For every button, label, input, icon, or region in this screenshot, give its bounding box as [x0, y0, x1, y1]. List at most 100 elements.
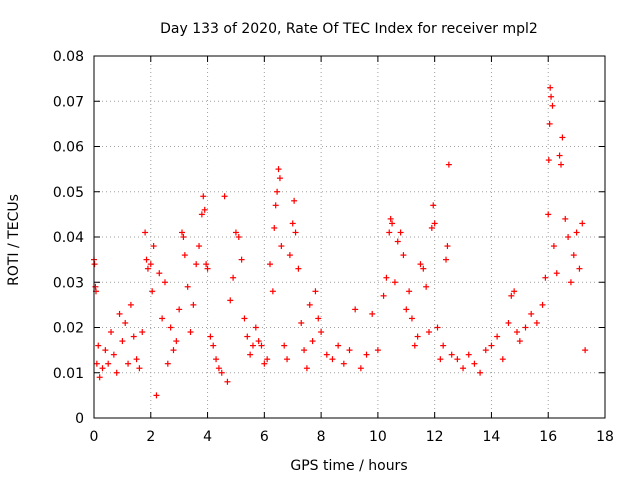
data-point — [434, 324, 441, 331]
data-point — [445, 161, 452, 168]
data-point — [159, 315, 166, 322]
data-point — [235, 234, 242, 240]
data-point — [511, 288, 518, 295]
data-point — [550, 243, 557, 250]
data-point — [149, 288, 156, 295]
data-point — [291, 197, 298, 204]
data-point — [406, 288, 413, 295]
data-point — [548, 93, 555, 100]
data-point — [323, 351, 330, 358]
data-point — [93, 360, 100, 367]
x-axis-label: GPS time / hours — [290, 458, 407, 474]
data-point — [545, 211, 552, 218]
x-tick-label: 6 — [260, 429, 269, 445]
data-point — [130, 333, 137, 340]
data-point — [428, 224, 435, 231]
data-point — [363, 351, 370, 358]
data-point — [278, 243, 285, 250]
data-point — [471, 360, 478, 367]
x-tick-label: 8 — [317, 429, 326, 445]
data-point — [352, 306, 359, 313]
data-point — [346, 347, 353, 354]
y-tick-label: 0.05 — [53, 185, 84, 201]
data-point — [272, 202, 279, 209]
data-point — [274, 188, 281, 195]
data-point — [136, 365, 143, 372]
data-point — [425, 329, 432, 336]
data-point — [224, 378, 231, 385]
data-point — [513, 329, 520, 336]
data-point — [562, 215, 569, 222]
data-point — [539, 301, 546, 308]
data-point — [238, 256, 245, 263]
y-tick-label: 0 — [75, 411, 84, 427]
x-tick-label: 10 — [369, 429, 387, 445]
data-point — [443, 256, 450, 263]
x-tick-label: 14 — [483, 429, 501, 445]
axis-ticks — [93, 55, 606, 419]
data-point — [570, 252, 577, 259]
data-point — [201, 206, 208, 213]
data-point — [488, 342, 495, 349]
data-point — [387, 215, 394, 222]
data-point — [309, 338, 316, 345]
data-point — [264, 356, 271, 363]
data-point — [556, 152, 563, 159]
data-point — [203, 261, 210, 268]
data-point — [187, 329, 194, 336]
data-point — [477, 369, 484, 376]
data-point — [142, 229, 149, 236]
data-point — [357, 365, 364, 372]
data-point — [289, 220, 296, 227]
data-point — [167, 324, 174, 331]
data-point — [144, 265, 151, 272]
data-point — [232, 229, 239, 236]
data-point — [213, 356, 220, 363]
data-point — [369, 310, 376, 317]
data-point — [505, 319, 512, 326]
y-tick-label: 0.08 — [53, 49, 84, 65]
data-point — [249, 342, 256, 349]
y-tick-label: 0.02 — [53, 321, 84, 337]
data-point — [221, 193, 228, 200]
data-point — [147, 261, 154, 268]
data-point — [153, 392, 160, 399]
data-point — [400, 252, 407, 259]
data-point — [494, 333, 501, 340]
data-point — [284, 356, 291, 363]
data-point — [258, 342, 265, 349]
data-point — [391, 279, 398, 286]
data-point — [312, 288, 319, 295]
y-tick-label: 0.03 — [53, 275, 84, 291]
data-point — [181, 252, 188, 259]
data-point — [301, 347, 308, 354]
data-point — [190, 301, 197, 308]
data-point — [408, 315, 415, 322]
data-point — [374, 347, 381, 354]
data-point — [547, 84, 554, 91]
data-point — [215, 365, 222, 372]
data-point — [298, 319, 305, 326]
data-point — [394, 238, 401, 245]
data-point — [164, 360, 171, 367]
data-point — [545, 157, 552, 164]
data-point — [420, 265, 427, 272]
data-point — [210, 342, 217, 349]
data-point — [499, 356, 506, 363]
data-point — [292, 229, 299, 236]
data-point — [403, 306, 410, 313]
data-point — [275, 166, 282, 173]
data-point — [244, 333, 251, 340]
data-point — [241, 315, 248, 322]
data-point — [528, 310, 535, 317]
data-point — [397, 229, 404, 236]
data-point — [276, 175, 283, 182]
data-point — [133, 356, 140, 363]
x-tick-label: 4 — [203, 429, 212, 445]
data-point — [269, 288, 276, 295]
data-point — [99, 365, 106, 372]
data-point — [549, 102, 556, 109]
data-point — [267, 261, 274, 268]
data-point — [161, 279, 168, 286]
data-point — [193, 261, 200, 268]
